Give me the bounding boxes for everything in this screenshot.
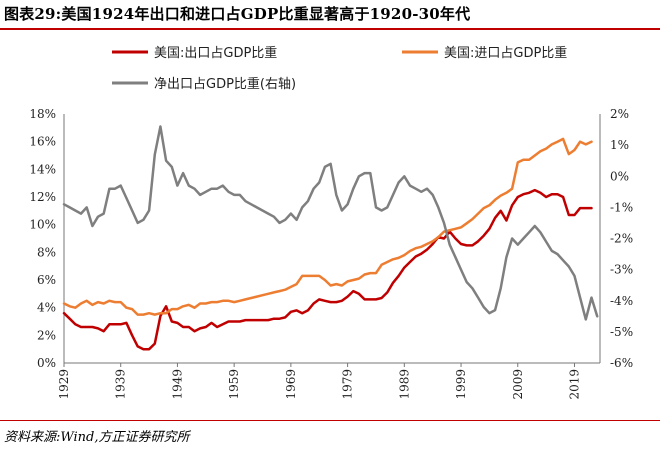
x-tick-label: 1949 bbox=[170, 369, 184, 400]
y-right-tick-label: 0% bbox=[610, 169, 629, 183]
legend-net-export-label: 净出口占GDP比重(右轴) bbox=[154, 76, 296, 92]
export-share-line bbox=[62, 188, 593, 351]
line-chart: 0% 2% 4% 6% 8% 10% 12% 14% 16% 18% -6% -5% -4% -3% -2%… bbox=[29, 45, 633, 400]
x-tick-label: 1969 bbox=[284, 369, 298, 400]
x-tick-label: 1929 bbox=[57, 369, 71, 400]
title-rule bbox=[0, 28, 660, 30]
y-right-tick-label: -5% bbox=[610, 325, 633, 339]
y-right-tick-label: -3% bbox=[610, 263, 633, 277]
y-left-tick-label: 2% bbox=[37, 328, 56, 342]
y-right-tick-label: -6% bbox=[610, 356, 633, 370]
y-right-tick-label: -4% bbox=[610, 294, 633, 308]
y-left-tick-label: 8% bbox=[37, 245, 56, 259]
y-right-tick-label: 1% bbox=[610, 138, 629, 152]
chart-series bbox=[62, 125, 599, 351]
y-left-tick-label: 16% bbox=[29, 135, 56, 149]
import-share-line bbox=[62, 137, 593, 316]
legend-export-label: 美国:出口占GDP比重 bbox=[154, 45, 277, 61]
y-left-tick-label: 6% bbox=[37, 273, 56, 287]
footer-rule bbox=[0, 420, 660, 421]
x-tick-label: 1989 bbox=[397, 369, 411, 400]
source-note: 资料来源:Wind,方正证券研究所 bbox=[4, 430, 190, 445]
x-tick-label: 1979 bbox=[341, 369, 355, 400]
y-left-tick-label: 4% bbox=[37, 301, 56, 315]
y-left-tick-label: 10% bbox=[29, 218, 56, 232]
x-tick-label: 2009 bbox=[511, 369, 525, 400]
y-left-tick-label: 12% bbox=[29, 190, 56, 204]
y-left-tick-label: 18% bbox=[29, 107, 56, 121]
y-left-tick-label: 14% bbox=[29, 162, 56, 176]
net-export-share-line bbox=[62, 125, 599, 321]
chart-title: 图表29:美国1924年出口和进口占GDP比重显著高于1920-30年代 bbox=[4, 5, 471, 23]
legend-import-label: 美国:进口占GDP比重 bbox=[444, 45, 567, 61]
x-tick-label: 1999 bbox=[454, 369, 468, 400]
x-tick-label: 2019 bbox=[567, 369, 581, 400]
y-right-tick-label: -1% bbox=[610, 200, 633, 214]
y-right-tick-label: 2% bbox=[610, 107, 629, 121]
x-tick-label: 1939 bbox=[114, 369, 128, 400]
y-left-tick-label: 0% bbox=[37, 356, 56, 370]
x-tick-label: 1959 bbox=[227, 369, 241, 400]
y-right-tick-label: -2% bbox=[610, 232, 633, 246]
chart-axes: 0% 2% 4% 6% 8% 10% 12% 14% 16% 18% -6% -5% -4% -3% -2%… bbox=[29, 107, 633, 400]
